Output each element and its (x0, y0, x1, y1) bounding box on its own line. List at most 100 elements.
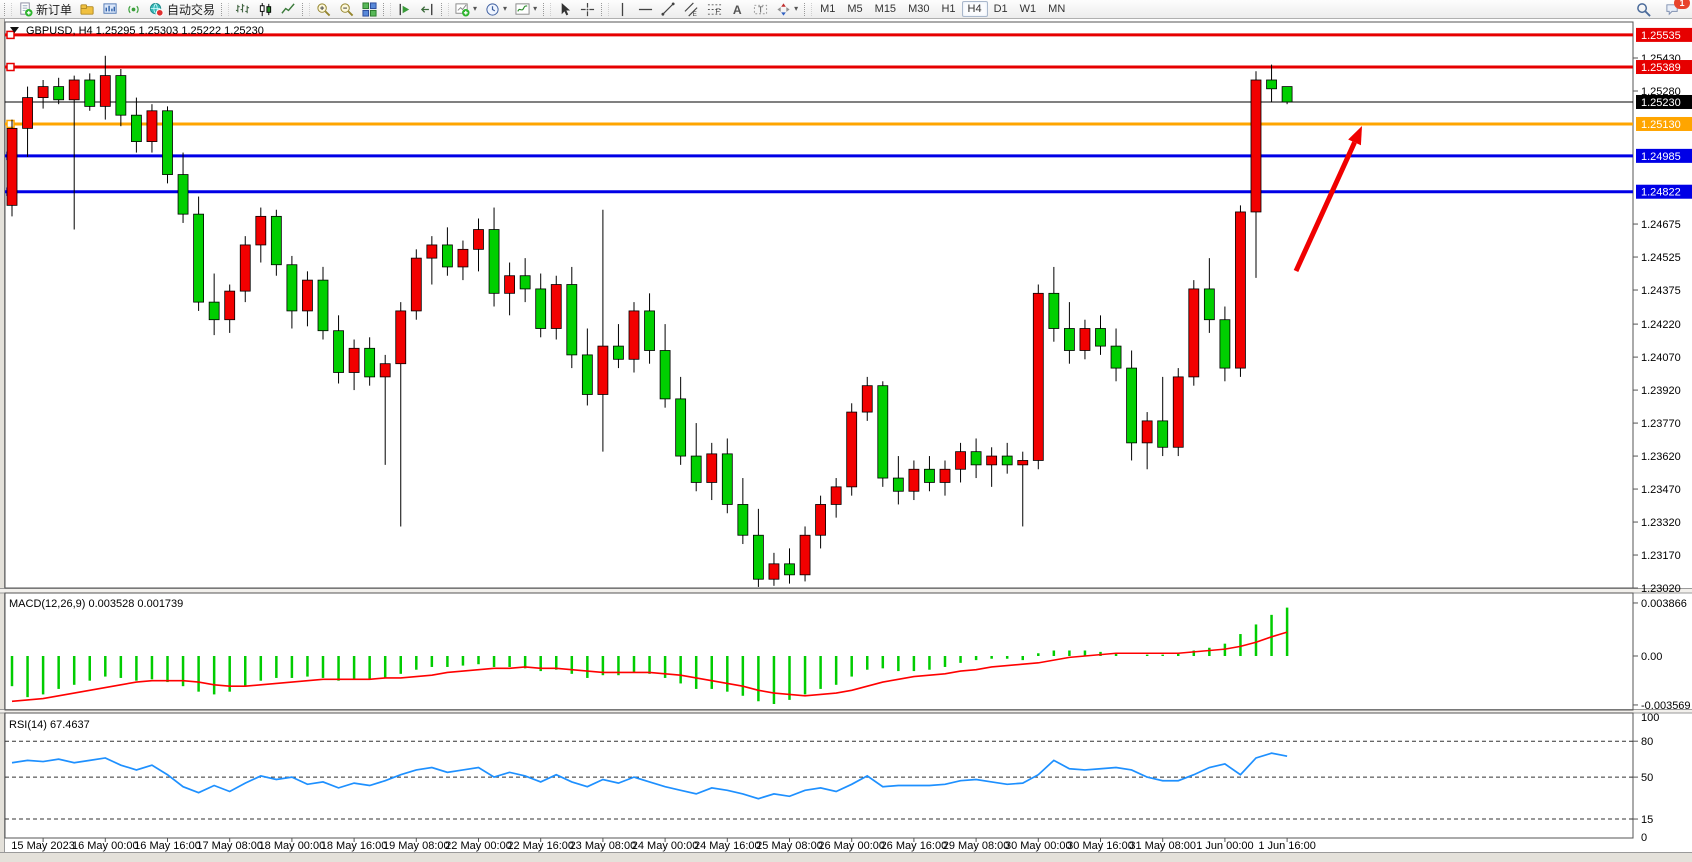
auto-trading-button[interactable]: 自动交易 (145, 0, 219, 19)
candle (737, 478, 749, 545)
candle (130, 97, 142, 153)
toolbar-grip[interactable] (221, 2, 230, 16)
timeframe-h1-button[interactable]: H1 (941, 3, 956, 15)
price-label-text: 1.24985 (1641, 151, 1681, 163)
chevron-down-icon[interactable]: ▾ (794, 4, 799, 13)
toolbar-grip[interactable] (383, 2, 392, 16)
time-tick-label: 18 May 16:00 (321, 840, 388, 852)
line-handle[interactable] (6, 119, 15, 129)
chart-shift-icon (420, 3, 433, 15)
horizontal-line-1.25130[interactable]: 1.25130 (5, 116, 1692, 131)
new-order-button[interactable]: 新订单 (14, 0, 76, 19)
toolbar-grip[interactable] (441, 2, 450, 16)
signals-button[interactable] (122, 0, 145, 19)
text-button[interactable]: A (726, 0, 749, 19)
toolbar-grip[interactable] (601, 2, 610, 16)
search-button[interactable] (1632, 0, 1655, 19)
candle (1250, 71, 1262, 278)
auto-scroll-button[interactable] (393, 0, 416, 19)
candle (784, 548, 795, 584)
candle (1219, 306, 1231, 382)
candle (22, 86, 33, 157)
candle (1141, 412, 1153, 470)
time-tick-label: 18 May 00:00 (259, 840, 326, 852)
bar-chart-button[interactable] (231, 0, 254, 19)
new-chart-icon (455, 2, 470, 17)
zoom-out-button[interactable] (335, 0, 358, 19)
candle (924, 456, 935, 492)
text-label-button[interactable]: T (749, 0, 772, 19)
line-handle[interactable] (6, 30, 15, 40)
arrows-button[interactable]: ▾ (772, 0, 802, 19)
auto-trading-icon (149, 2, 164, 17)
candle (721, 438, 733, 514)
toolbar-grip[interactable] (543, 2, 552, 16)
timeframe-w1-button[interactable]: W1 (1019, 3, 1037, 15)
market-watch-button[interactable] (99, 0, 122, 19)
candle (177, 152, 189, 223)
timeframe-m1-button[interactable]: M1 (820, 3, 836, 15)
timeframe-m5-button[interactable]: M5 (847, 3, 863, 15)
toolbar-grip[interactable] (4, 2, 12, 16)
notifications-button[interactable]: 1 (1661, 0, 1690, 19)
chart-profile-button[interactable] (76, 0, 99, 19)
zoom-in-button[interactable] (312, 0, 335, 19)
equidistant-channel-button[interactable]: E (680, 0, 703, 19)
candle (317, 266, 329, 340)
label-icon: T (754, 4, 768, 14)
candlestick-chart-button[interactable] (254, 0, 277, 19)
cursor-button[interactable] (553, 0, 576, 19)
horizontal-line-1.24985[interactable]: 1.24985 (5, 148, 1692, 163)
line-chart-button[interactable] (277, 0, 300, 19)
trendline-icon (661, 1, 675, 16)
candle (162, 106, 173, 184)
timeframe-mn-button[interactable]: MN (1048, 3, 1066, 15)
candle (1203, 258, 1215, 333)
candle (6, 119, 18, 217)
chart-shift-button[interactable] (416, 0, 439, 19)
trendline-button[interactable] (657, 0, 680, 19)
price-label-box (1636, 116, 1692, 131)
candle (302, 271, 313, 327)
current-price-line[interactable]: 1.25230 (5, 94, 1692, 109)
line-handle[interactable] (6, 62, 15, 72)
rsi-indicator: 100 80 50 15 0 RSI(14) 67.4637 (5, 712, 1659, 844)
candle (99, 55, 111, 120)
horizontal-line-1.25535[interactable]: 1.25535 (5, 27, 1692, 42)
panel-divider[interactable] (0, 588, 1692, 594)
candle (986, 447, 998, 487)
fibonacci-button[interactable]: F (703, 0, 726, 19)
horizontal-line-1.25389[interactable]: 1.25389 (5, 60, 1692, 75)
macd-axis-label: -0.003569 (1641, 700, 1691, 712)
rsi-axis-label: 80 (1641, 736, 1653, 748)
candle (768, 552, 780, 586)
timeframe-h4-button[interactable]: H4 (961, 1, 988, 17)
symbol-dropdown-icon[interactable] (10, 27, 19, 33)
crosshair-button[interactable] (576, 0, 599, 19)
chevron-down-icon[interactable]: ▾ (503, 4, 508, 13)
toolbar-grip[interactable] (302, 2, 311, 16)
horizontal-line-1.24822[interactable]: 1.24822 (5, 184, 1692, 199)
candle (333, 315, 344, 384)
candle (239, 236, 251, 303)
clock-icon (486, 2, 499, 16)
rsi-panel-frame (4, 712, 1634, 839)
price-label-box (1636, 94, 1692, 109)
candle (53, 77, 65, 105)
main-toolbar: 新订单 自动交易 ▾ ▾ ▾ E F A T ▾ M1 M5 M15 M30 H1 H4 D1 W1 MN 1 (0, 0, 1692, 19)
chevron-down-icon[interactable]: ▾ (533, 4, 538, 13)
new-chart-button[interactable]: ▾ (451, 0, 481, 19)
template-icon (515, 2, 530, 15)
vertical-line-button[interactable] (611, 0, 634, 19)
timeframe-d1-button[interactable]: D1 (993, 3, 1008, 15)
horizontal-line-button[interactable] (634, 0, 657, 19)
templates-button[interactable]: ▾ (511, 0, 541, 19)
tile-windows-button[interactable] (358, 0, 381, 19)
toolbar-grip[interactable] (804, 2, 813, 16)
periods-button[interactable]: ▾ (481, 0, 511, 19)
timeframe-m30-button[interactable]: M30 (908, 3, 930, 15)
candle (1172, 368, 1184, 457)
timeframe-m15-button[interactable]: M15 (874, 3, 897, 15)
chevron-down-icon[interactable]: ▾ (473, 4, 478, 13)
trend-arrow-annotation[interactable] (1293, 126, 1362, 273)
